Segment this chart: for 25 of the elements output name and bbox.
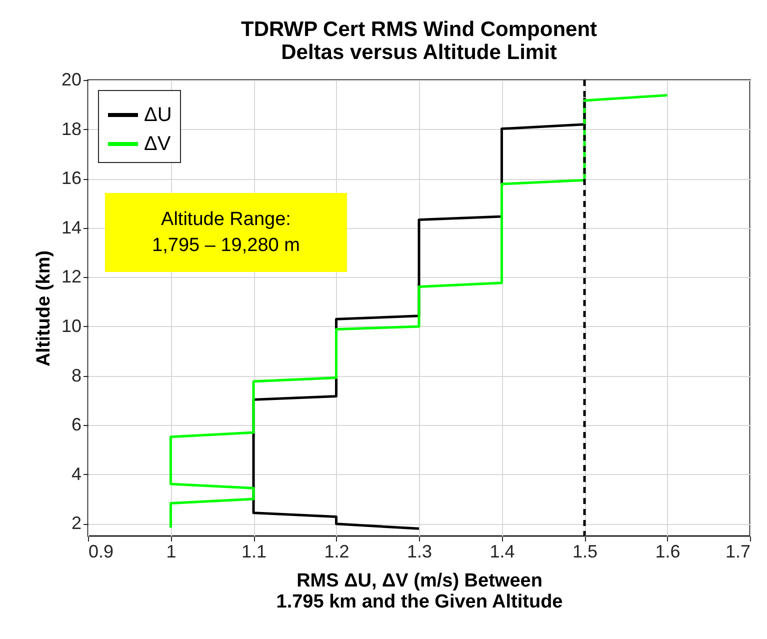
y-tick-label: 18 <box>61 118 82 139</box>
y-tick-label: 12 <box>61 266 82 287</box>
y-tick-label: 6 <box>71 414 82 435</box>
y-tick-label: 20 <box>61 70 82 90</box>
y-tick-label: 8 <box>71 365 82 386</box>
x-tick-label: 1.1 <box>241 542 267 562</box>
y-tick-label: 2 <box>71 513 82 534</box>
x-tick-label: 1.5 <box>572 542 598 562</box>
y-axis-title: Altitude (km) <box>33 250 54 367</box>
text-box: Altitude Range: 1,795 – 19,280 m <box>105 193 347 272</box>
x-tick-label: 1.4 <box>490 542 515 562</box>
x-tick-label: 1 <box>166 542 176 562</box>
x-tick-label: 0.9 <box>88 542 114 562</box>
y-tick-label: 4 <box>71 464 82 484</box>
x-axis-title: RMS ΔU, ΔV (m/s) Between 1.795 km and the Given Altitude <box>276 570 563 612</box>
x-tick-label: 1.3 <box>406 542 432 562</box>
y-tick-label: 10 <box>61 316 82 336</box>
x-tick-label: 1.7 <box>725 542 750 562</box>
y-tick-label: 14 <box>61 217 82 238</box>
x-tick-label: 1.6 <box>655 542 680 562</box>
legend-label: ΔU <box>144 104 172 126</box>
y-tick-label: 16 <box>61 168 82 188</box>
x-tick-label: 1.2 <box>324 542 350 562</box>
chart-title: TDRWP Cert RMS Wind Component Deltas versus Altitude Limit <box>240 18 598 64</box>
legend-label: ΔV <box>144 133 172 155</box>
